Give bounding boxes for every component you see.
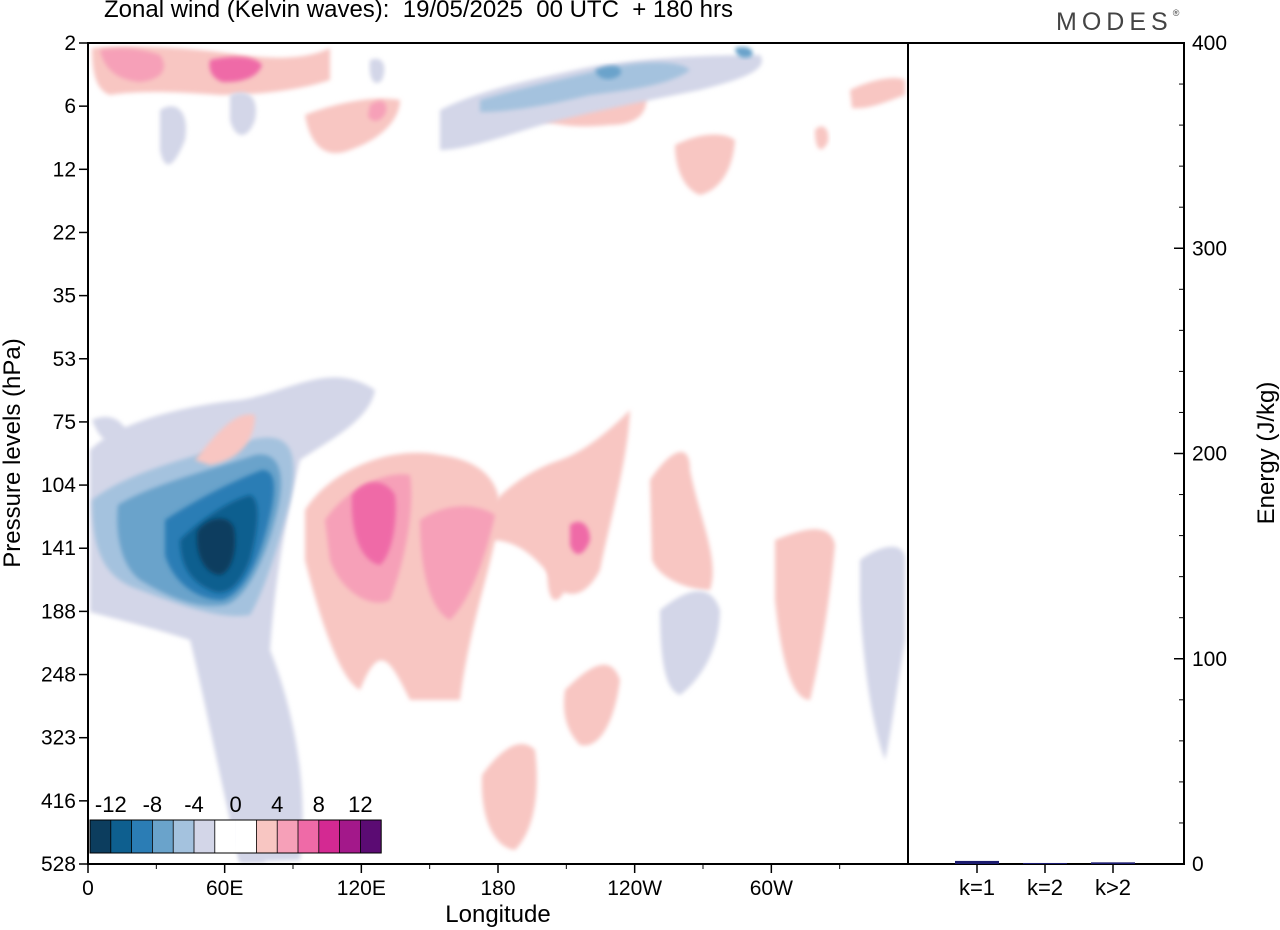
colorbar-label: 0 — [229, 792, 241, 817]
y-tick-label: 53 — [53, 348, 76, 371]
y-tick-label: 12 — [53, 158, 76, 181]
colorbar-swatch — [131, 820, 153, 853]
contour-region — [480, 62, 690, 112]
y-tick-label: 141 — [41, 537, 76, 560]
colorbar-label: 8 — [313, 792, 325, 817]
x-axis-title: Longitude — [445, 901, 550, 928]
contour-region — [815, 126, 829, 150]
y-tick-label: 2 — [64, 32, 76, 55]
contour-region — [200, 610, 265, 862]
energy-tick-label: 0 — [1192, 853, 1204, 876]
longitude-axis: 0 60E 120E 180 120W 60W — [82, 864, 841, 900]
energy-bar — [1023, 862, 1067, 864]
pressure-axis: 2 6 12 22 35 53 75 104 141 188 248 323 416 528 — [41, 32, 88, 876]
contour-region — [545, 470, 566, 600]
colorbar-swatch — [194, 820, 215, 853]
contour-region — [735, 46, 753, 58]
energy-tick-label: 100 — [1192, 648, 1227, 671]
x-tick-label: 180 — [480, 877, 515, 900]
colorbar-legend: -12 -8 -4 0 4 8 12 — [89, 792, 382, 854]
colorbar-label: -4 — [184, 792, 204, 817]
modes-logo: MODES® — [1056, 8, 1179, 37]
x-tick-label: 60E — [206, 877, 243, 900]
x-tick-label: 0 — [82, 877, 94, 900]
energy-bars: k=1 k=2 k>2 — [955, 860, 1135, 900]
colorbar-swatch — [90, 820, 111, 853]
contour-region — [675, 134, 735, 195]
colorbar-label: -12 — [95, 792, 127, 817]
colorbar-label: 12 — [348, 792, 372, 817]
energy-bar — [1091, 862, 1135, 864]
contour-region — [230, 92, 256, 135]
contour-region — [775, 529, 835, 700]
contour-region — [440, 55, 762, 150]
colorbar-label: -8 — [143, 792, 163, 817]
chart-title: Zonal wind (Kelvin waves): 19/05/2025 00… — [104, 0, 733, 23]
energy-tick-label: 400 — [1192, 32, 1227, 55]
energy-axis: 0 100 200 300 400 — [1174, 32, 1227, 876]
energy-category-label: k=2 — [1027, 875, 1063, 900]
contour-region — [420, 506, 495, 620]
contour-region — [563, 664, 620, 746]
contour-region — [160, 106, 186, 165]
y-tick-label: 75 — [53, 411, 76, 434]
energy-axis-title: Energy (J/kg) — [1253, 382, 1280, 525]
y-tick-label: 248 — [41, 664, 76, 687]
x-tick-label: 120E — [337, 877, 386, 900]
y-tick-label: 323 — [41, 727, 76, 750]
contour-region — [570, 521, 590, 555]
heatmap-plot-area — [90, 46, 905, 862]
contour-region — [351, 482, 396, 565]
energy-bar — [955, 860, 999, 864]
contour-region — [195, 414, 255, 465]
contour-region — [92, 416, 130, 444]
contour-region — [368, 100, 387, 121]
y-axis-title: Pressure levels (hPa) — [0, 338, 26, 567]
contour-region — [595, 65, 621, 80]
colorbar-swatch — [277, 820, 298, 853]
contour-region — [850, 78, 905, 109]
colorbar-label: 4 — [271, 792, 283, 817]
x-tick-label: 60W — [750, 877, 793, 900]
contour-region — [481, 744, 537, 850]
y-tick-label: 6 — [64, 95, 76, 118]
colorbar-swatch — [256, 820, 278, 853]
colorbar-swatch — [360, 820, 382, 853]
y-tick-label: 416 — [41, 790, 76, 813]
contour-region — [100, 48, 164, 82]
colorbar-swatch — [339, 820, 361, 853]
colorbar-swatch — [318, 820, 340, 853]
y-tick-label: 188 — [41, 600, 76, 623]
y-tick-label: 104 — [41, 474, 76, 497]
colorbar-swatch — [152, 820, 174, 853]
contour-region — [860, 546, 905, 760]
contour-region — [209, 56, 262, 83]
contour-region — [650, 451, 713, 590]
colorbar-frame — [89, 819, 382, 854]
contour-region — [660, 591, 720, 695]
colorbar-swatch — [298, 820, 319, 853]
contour-region — [196, 518, 236, 575]
energy-tick-label: 300 — [1192, 237, 1227, 260]
x-tick-label: 120W — [607, 877, 662, 900]
energy-category-label: k>2 — [1095, 875, 1131, 900]
energy-frame — [907, 42, 1185, 865]
contour-region — [369, 58, 385, 84]
y-tick-label: 35 — [53, 285, 76, 308]
colorbar-swatch — [110, 820, 132, 853]
colorbar-swatch — [173, 820, 194, 853]
energy-category-label: k=1 — [959, 875, 995, 900]
y-tick-label: 528 — [41, 853, 76, 876]
colorbar-swatch — [235, 820, 257, 853]
energy-tick-label: 200 — [1192, 443, 1227, 466]
brand-mark: ® — [1172, 8, 1180, 18]
brand-text: MODES — [1056, 8, 1173, 36]
colorbar-swatch — [214, 820, 236, 853]
y-tick-label: 22 — [53, 221, 76, 244]
